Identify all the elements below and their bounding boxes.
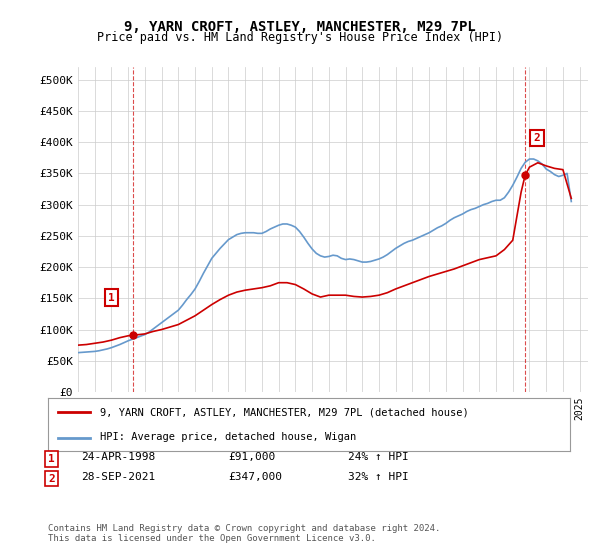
Text: 1: 1 — [108, 293, 115, 303]
Text: 24-APR-1998: 24-APR-1998 — [81, 452, 155, 463]
Text: 28-SEP-2021: 28-SEP-2021 — [81, 472, 155, 482]
Text: 2: 2 — [533, 133, 540, 143]
Text: 2: 2 — [48, 474, 55, 484]
Text: 32% ↑ HPI: 32% ↑ HPI — [348, 472, 409, 482]
Text: Contains HM Land Registry data © Crown copyright and database right 2024.
This d: Contains HM Land Registry data © Crown c… — [48, 524, 440, 543]
Text: 9, YARN CROFT, ASTLEY, MANCHESTER, M29 7PL: 9, YARN CROFT, ASTLEY, MANCHESTER, M29 7… — [124, 20, 476, 34]
Text: 9, YARN CROFT, ASTLEY, MANCHESTER, M29 7PL (detached house): 9, YARN CROFT, ASTLEY, MANCHESTER, M29 7… — [100, 408, 469, 418]
Text: Price paid vs. HM Land Registry's House Price Index (HPI): Price paid vs. HM Land Registry's House … — [97, 31, 503, 44]
Text: 1: 1 — [48, 454, 55, 464]
Text: £91,000: £91,000 — [228, 452, 275, 463]
Text: £347,000: £347,000 — [228, 472, 282, 482]
Text: 24% ↑ HPI: 24% ↑ HPI — [348, 452, 409, 463]
Text: HPI: Average price, detached house, Wigan: HPI: Average price, detached house, Wiga… — [100, 432, 356, 442]
